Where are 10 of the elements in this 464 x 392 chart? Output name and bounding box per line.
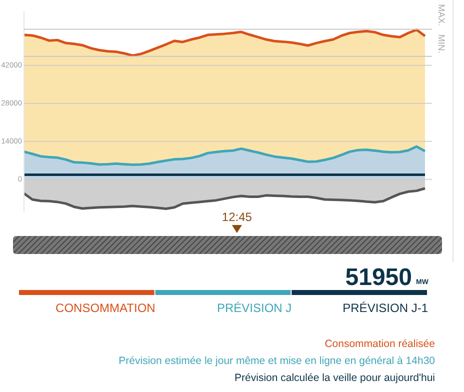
- text: Prévision estimée le jour même et mise en ligne en général à 14h30: [118, 355, 436, 367]
- ref-line-label: MAX.: [436, 4, 447, 26]
- text: Prévision calculée la veille pour aujourd'hui: [234, 372, 435, 384]
- text: PRÉVISION J-1: [342, 301, 428, 315]
- text: 51950: [345, 264, 412, 291]
- annotation: 12:45: [222, 210, 252, 224]
- text: Consommation réalisée: [324, 338, 436, 350]
- text: CONSOMMATION: [56, 301, 156, 315]
- ref-line-label: MIN.: [436, 34, 447, 54]
- text: PRÉVISION J: [216, 301, 292, 315]
